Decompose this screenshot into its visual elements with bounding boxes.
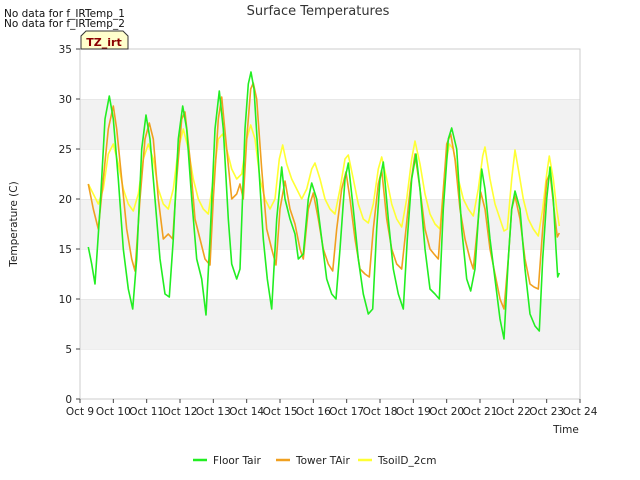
x-tick-label: Oct 20 [429,406,464,418]
grid-band [80,349,580,399]
y-tick-label: 30 [59,94,72,106]
y-tick-label: 20 [59,194,72,206]
chart-title: Surface Temperatures [247,4,390,19]
x-tick-label: Oct 24 [563,406,598,418]
legend: Floor Tair Tower TAir TsoilD_2cm [193,455,436,467]
y-tick-label: 5 [65,344,72,356]
x-tick-label: Oct 17 [329,406,364,418]
x-tick-label: Oct 21 [463,406,498,418]
grid-band [80,99,580,149]
x-tick-label: Oct 23 [529,406,564,418]
grid-bands [80,48,580,399]
y-tick-label: 35 [59,44,72,56]
x-axis-label: Time [552,424,579,436]
y-tick-label: 25 [59,144,72,156]
no-data-notice-irtemp-1: No data for f_IRTemp_1 [4,8,125,20]
y-axis-label: Temperature (C) [8,181,20,267]
x-tick-label: Oct 10 [96,406,131,418]
x-tick-label: Oct 19 [396,406,431,418]
badge-label: TZ_irt [86,36,121,49]
x-tick-label: Oct 12 [163,406,198,418]
tz-irt-badge: TZ_irt [80,30,129,50]
x-tick-label: Oct 16 [296,406,331,418]
x-tick-label: Oct 15 [263,406,298,418]
y-tick-label: 0 [65,394,72,406]
series-line-tower-tair [87,82,561,310]
x-tick-label: Oct 11 [129,406,164,418]
legend-label-tower-tair: Tower TAir [295,455,350,467]
plot-frame [79,48,581,400]
x-tick-label: Oct 22 [496,406,531,418]
x-tick-label: Oct 13 [196,406,231,418]
badge-shape [80,30,129,50]
series-line-floor-tair [87,71,561,340]
grid-band [80,149,580,199]
grid-band [80,299,580,349]
x-tick-label: Oct 14 [229,406,264,418]
y-tick-label: 10 [59,294,72,306]
no-data-notice-irtemp-2: No data for f_IRTemp_2 [4,18,125,30]
legend-label-floor-tair: Floor Tair [213,455,261,467]
legend-label-tsoild-2cm: TsoilD_2cm [377,455,436,467]
grid-band [80,49,580,99]
y-axis: 0 5 10 15 20 25 30 35 [59,44,80,406]
y-tick-label: 15 [59,244,72,256]
x-tick-label: Oct 18 [363,406,398,418]
x-tick-label: Oct 9 [66,406,94,418]
series-layer [87,71,561,340]
series-line-tsoild-2cm [87,124,561,237]
